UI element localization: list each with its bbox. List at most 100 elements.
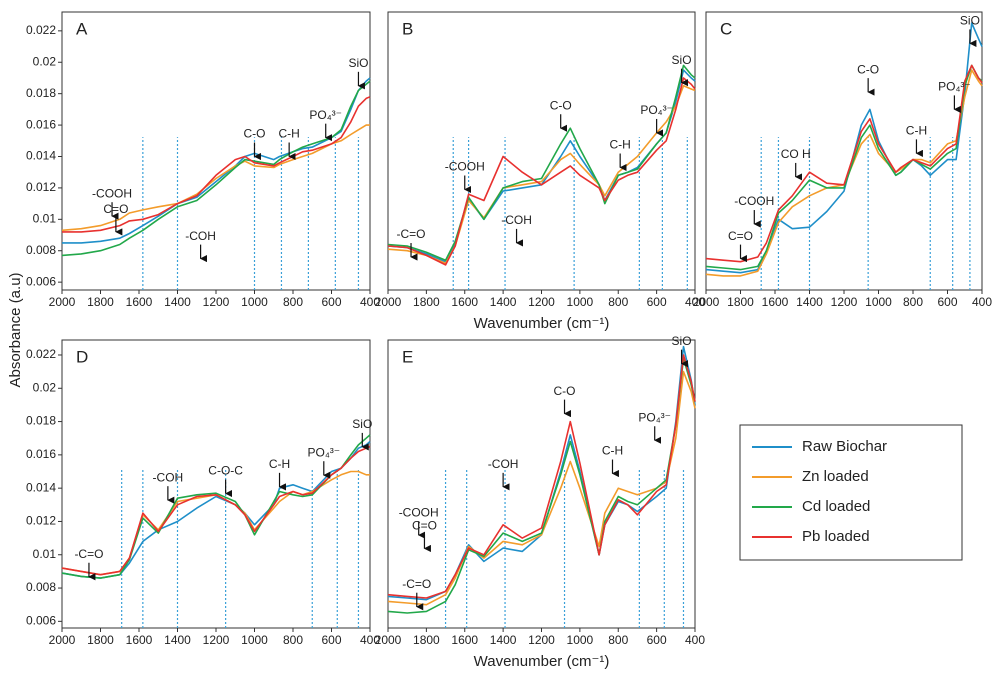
spectrum-line	[387, 357, 696, 614]
x-tick-label: 1400	[164, 633, 191, 647]
x-tick-label: 1200	[203, 295, 230, 309]
x-tick-label: 1800	[87, 295, 114, 309]
annotation: C-H	[269, 457, 290, 471]
panel-label: D	[76, 347, 88, 366]
y-tick-label: 0.012	[26, 180, 56, 194]
x-tick-label: 600	[321, 633, 341, 647]
spectrum-line	[387, 69, 696, 263]
x-tick-label: 400	[685, 295, 705, 309]
annotation: C-O-C	[208, 464, 243, 478]
x-axis-label: Wavenumber (cm⁻¹)	[474, 653, 610, 670]
x-tick-label: 1600	[126, 295, 153, 309]
x-tick-label: 1400	[164, 295, 191, 309]
panel-label: B	[402, 19, 413, 38]
panel-label: C	[720, 19, 732, 38]
y-tick-label: 0.022	[26, 23, 56, 37]
x-tick-label: 600	[647, 295, 667, 309]
y-tick-label: 0.006	[26, 274, 56, 288]
x-tick-label: 2000	[375, 633, 402, 647]
spectrum-line	[62, 96, 371, 233]
spectrum-line	[387, 77, 696, 266]
plot-frame	[387, 339, 696, 629]
annotation: -COH	[185, 229, 216, 243]
spectrum-line	[387, 354, 696, 599]
annotation: -COH	[153, 470, 184, 484]
annotation: -COOH	[734, 194, 774, 208]
panel-label: E	[402, 347, 413, 366]
annotation: C-H	[906, 124, 927, 138]
x-tick-label: 1800	[413, 633, 440, 647]
x-tick-label: 1400	[796, 295, 823, 309]
annotation: C-H	[610, 138, 631, 152]
x-tick-label: 600	[647, 633, 667, 647]
y-axis-label: Absorbance (a.u)	[7, 272, 24, 387]
x-tick-label: 1200	[831, 295, 858, 309]
x-tick-label: 400	[972, 295, 992, 309]
annotation: PO₄³⁻	[640, 103, 673, 117]
legend-label: Cd loaded	[802, 498, 870, 515]
x-tick-label: 1200	[203, 633, 230, 647]
y-tick-label: 0.014	[26, 480, 56, 494]
annotation: C-O	[857, 62, 879, 76]
y-tick-label: 0.022	[26, 347, 56, 361]
spectrum-line	[61, 445, 371, 576]
x-tick-label: 1600	[762, 295, 789, 309]
x-tick-label: 1000	[567, 633, 594, 647]
x-tick-label: 1400	[490, 295, 517, 309]
x-tick-label: 1200	[528, 633, 555, 647]
annotation: C-O	[244, 127, 266, 141]
spectrum-line	[705, 64, 983, 263]
annotation: -COOH	[92, 186, 132, 200]
annotation: SiO	[672, 334, 692, 348]
annotation: C-H	[602, 444, 623, 458]
annotation: C=O	[412, 519, 437, 533]
x-tick-label: 1200	[528, 295, 555, 309]
x-axis-label: Wavenumber (cm⁻¹)	[474, 315, 610, 332]
x-tick-label: 1000	[241, 295, 268, 309]
x-tick-label: 2000	[49, 633, 76, 647]
annotation: PO₄³⁻	[638, 410, 671, 424]
annotation: SiO	[348, 56, 368, 70]
annotation: PO₄³⁻	[938, 80, 971, 94]
x-tick-label: 1800	[727, 295, 754, 309]
annotation: -COH	[488, 457, 519, 471]
x-tick-label: 2000	[375, 295, 402, 309]
y-tick-label: 0.018	[26, 414, 56, 428]
annotation: PO₄³⁻	[309, 108, 342, 122]
annotation: SiO	[672, 53, 692, 67]
x-tick-label: 600	[321, 295, 341, 309]
y-tick-label: 0.006	[26, 614, 56, 628]
x-tick-label: 1000	[567, 295, 594, 309]
y-tick-label: 0.02	[33, 54, 57, 68]
legend-label: Raw Biochar	[802, 438, 887, 455]
spectrum-line	[387, 345, 696, 601]
x-tick-label: 400	[685, 633, 705, 647]
legend-label: Pb loaded	[802, 528, 870, 545]
y-tick-label: 0.02	[33, 380, 57, 394]
annotation: C-O	[554, 384, 576, 398]
x-tick-label: 800	[608, 295, 628, 309]
y-tick-label: 0.012	[26, 514, 56, 528]
x-tick-label: 800	[903, 295, 923, 309]
x-tick-label: 1600	[126, 633, 153, 647]
x-tick-label: 1000	[241, 633, 268, 647]
spectrum-line	[62, 77, 371, 244]
x-tick-label: 1400	[490, 633, 517, 647]
spectrum-line	[387, 64, 696, 261]
y-tick-label: 0.01	[33, 211, 57, 225]
annotation: C-O	[550, 98, 572, 112]
x-tick-label: 1800	[413, 295, 440, 309]
spectrum-line	[61, 470, 370, 576]
annotation: CO H	[781, 147, 811, 161]
x-tick-label: 400	[360, 295, 380, 309]
annotation: SiO	[960, 14, 980, 28]
annotation: -C=O	[74, 547, 103, 561]
annotation: -C=O	[402, 577, 431, 591]
x-tick-label: 1600	[451, 295, 478, 309]
annotation: -COH	[501, 213, 532, 227]
annotation: C=O	[103, 202, 128, 216]
y-tick-label: 0.018	[26, 86, 56, 100]
annotation: -COOH	[399, 505, 439, 519]
y-tick-label: 0.014	[26, 149, 56, 163]
